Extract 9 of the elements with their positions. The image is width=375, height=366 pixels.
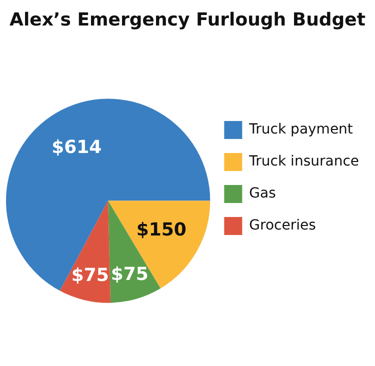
legend-label: Truck payment — [248, 122, 354, 138]
data-label: $75 — [110, 264, 148, 285]
legend-label: Gas — [249, 186, 276, 202]
legend-label: Truck insurance — [248, 154, 359, 170]
data-label: $614 — [52, 136, 102, 158]
chart-title: Alex’s Emergency Furlough Budget — [10, 9, 366, 30]
data-label: $150 — [136, 220, 186, 241]
data-label: $75 — [71, 264, 109, 286]
legend-label: Groceries — [249, 218, 316, 234]
